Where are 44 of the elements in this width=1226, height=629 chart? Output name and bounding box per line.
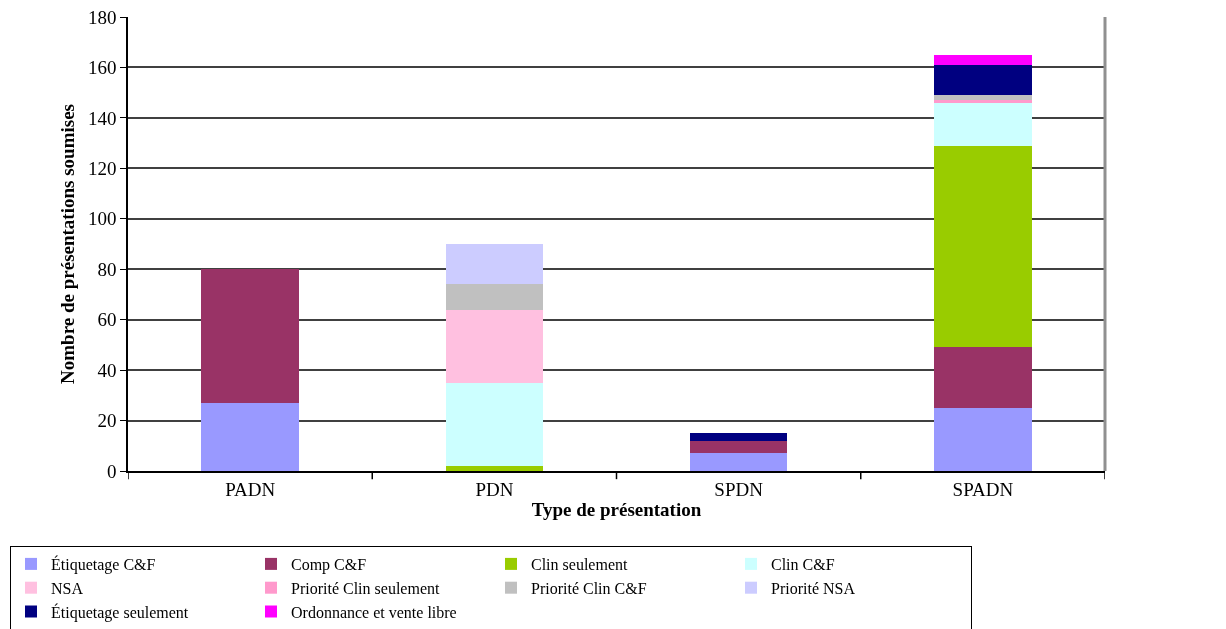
bar [445,382,544,466]
bar [934,145,1032,348]
x-tick-label: PDN [475,478,514,500]
legend-label: Ordonnance et vente libre [291,603,457,621]
bar [201,269,299,403]
bar [201,402,299,471]
x-tick-label: PADN [225,478,276,500]
legend-label: Comp C&F [291,556,367,575]
legend-label: Priorité Clin seulement [291,579,440,597]
y-tick-label: 60 [97,309,117,331]
bar [934,407,1032,471]
bar [445,244,544,285]
y-tick-label: 160 [87,57,117,79]
legend-label: Priorité Clin C&F [531,579,647,597]
y-tick-label: 0 [106,460,117,482]
bar [689,453,788,471]
y-tick-label: 120 [87,157,117,179]
legend-label: Étiquetage seulement [51,602,189,622]
x-tick-label: SPDN [714,478,764,500]
bar [934,100,1032,103]
legend-label: Clin C&F [771,556,835,574]
y-tick-label: 40 [97,359,117,381]
bar [689,440,788,454]
x-axis-title: Type de présentation [531,499,702,521]
legend-label: Étiquetage C&F [51,555,156,575]
y-tick-label: 100 [87,208,117,230]
y-tick-label: 20 [97,410,117,432]
x-tick-label: SPADN [952,478,1014,500]
y-axis-title: Nombre de présentations soumises [57,104,79,384]
bar [934,347,1032,408]
bar [689,433,788,441]
y-tick-label: 180 [87,6,117,28]
bar [934,54,1032,65]
bar [445,309,544,383]
legend-label: Priorité NSA [771,579,856,597]
legend-label: NSA [51,579,84,597]
bar [445,465,544,471]
bar [934,64,1032,96]
y-tick-label: 80 [97,258,117,280]
legend-label: Clin seulement [531,556,628,574]
y-tick-label: 140 [87,107,117,129]
bar [934,102,1032,146]
bar [445,284,544,310]
bar [934,95,1032,101]
